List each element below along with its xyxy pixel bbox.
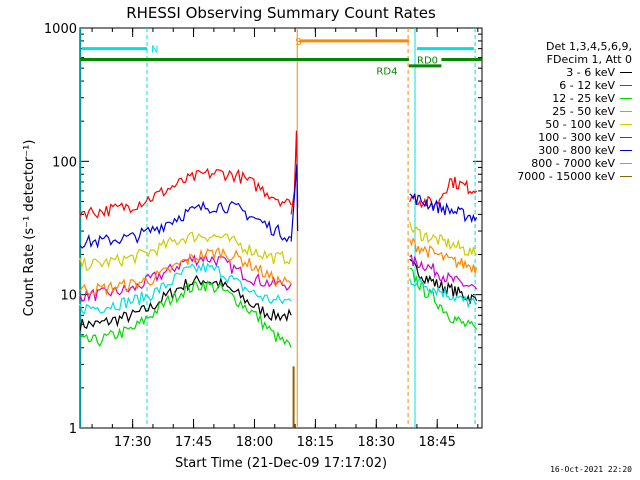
- legend: Det 1,3,4,5,6,9, FDecim 1, Att 0 3 - 6 k…: [486, 40, 632, 183]
- series-line: [79, 274, 292, 332]
- legend-swatch: [620, 150, 632, 151]
- annotation-label: RD0: [417, 56, 438, 67]
- x-tick-label: 18:15: [297, 435, 334, 450]
- legend-item: 50 - 100 keV: [486, 118, 632, 131]
- date-stamp: 16-Oct-2021 22:20: [550, 465, 632, 474]
- series-line: [409, 277, 478, 308]
- legend-swatch: [620, 85, 632, 86]
- legend-header-line-1: Det 1,3,4,5,6,9,: [545, 40, 632, 53]
- series-line: [409, 237, 478, 273]
- legend-label: 6 - 12 keV: [559, 79, 615, 92]
- series-line: [409, 258, 478, 304]
- series-line: [79, 253, 292, 302]
- legend-item: 800 - 7000 keV: [486, 157, 632, 170]
- series-line: [409, 176, 478, 210]
- x-tick-label: 18:00: [236, 435, 273, 450]
- legend-swatch: [620, 111, 632, 112]
- legend-header-line-2: FDecim 1, Att 0: [546, 53, 632, 66]
- legend-item: 7000 - 15000 keV: [486, 170, 632, 183]
- chart-title: RHESSI Observing Summary Count Rates: [126, 4, 436, 22]
- legend-swatch: [620, 137, 632, 138]
- legend-label: 50 - 100 keV: [545, 118, 615, 131]
- legend-label: 25 - 50 keV: [552, 105, 615, 118]
- y-tick-label: 100: [52, 155, 77, 170]
- series-line: [409, 221, 478, 256]
- legend-swatch: [620, 163, 632, 164]
- series-line: [79, 279, 292, 348]
- legend-item: 3 - 6 keV: [486, 66, 632, 79]
- legend-item: 6 - 12 keV: [486, 79, 632, 92]
- x-tick-label: 18:45: [418, 435, 455, 450]
- y-tick-label: 10: [60, 289, 77, 304]
- plot-area: 1 10 100 1000 17:30 17:45 18:00 18:15 18:30 18:45…: [44, 22, 483, 450]
- legend-item: 100 - 300 keV: [486, 131, 632, 144]
- annotation-label: N: [151, 45, 158, 56]
- annotation-label: S: [295, 37, 301, 48]
- legend-item: 25 - 50 keV: [486, 105, 632, 118]
- plot-frame: [79, 27, 483, 429]
- legend-label: 100 - 300 keV: [538, 131, 615, 144]
- series-line: [409, 193, 478, 224]
- legend-swatch: [620, 124, 632, 125]
- legend-swatch: [620, 72, 632, 73]
- legend-swatch: [620, 176, 632, 177]
- series-line: [409, 254, 478, 290]
- series-line: [79, 260, 292, 315]
- legend-label: 7000 - 15000 keV: [517, 170, 615, 183]
- legend-item: 12 - 25 keV: [486, 92, 632, 105]
- series-line: [79, 231, 292, 272]
- x-tick-label: 17:30: [114, 435, 151, 450]
- series-line: [79, 200, 292, 249]
- series-line-spike: [290, 164, 299, 242]
- legend-swatch: [620, 98, 632, 99]
- legend-label: 12 - 25 keV: [552, 92, 615, 105]
- legend-label: 3 - 6 keV: [566, 66, 615, 79]
- annotation-label: RD4: [376, 67, 397, 78]
- x-tick-label: 18:30: [358, 435, 395, 450]
- x-tick-label: 17:45: [175, 435, 212, 450]
- x-axis-label: Start Time (21-Dec-09 17:17:02): [175, 456, 387, 471]
- series-line: [79, 247, 292, 297]
- legend-item: 300 - 800 keV: [486, 144, 632, 157]
- series-line: [409, 267, 478, 330]
- legend-label: 800 - 7000 keV: [531, 157, 615, 170]
- y-tick-label: 1000: [44, 22, 77, 37]
- y-tick-label: 1: [69, 422, 77, 437]
- legend-label: 300 - 800 keV: [538, 144, 615, 157]
- y-axis-label: Count Rate (s⁻¹ detector⁻¹): [22, 140, 37, 317]
- series-line: [79, 167, 292, 221]
